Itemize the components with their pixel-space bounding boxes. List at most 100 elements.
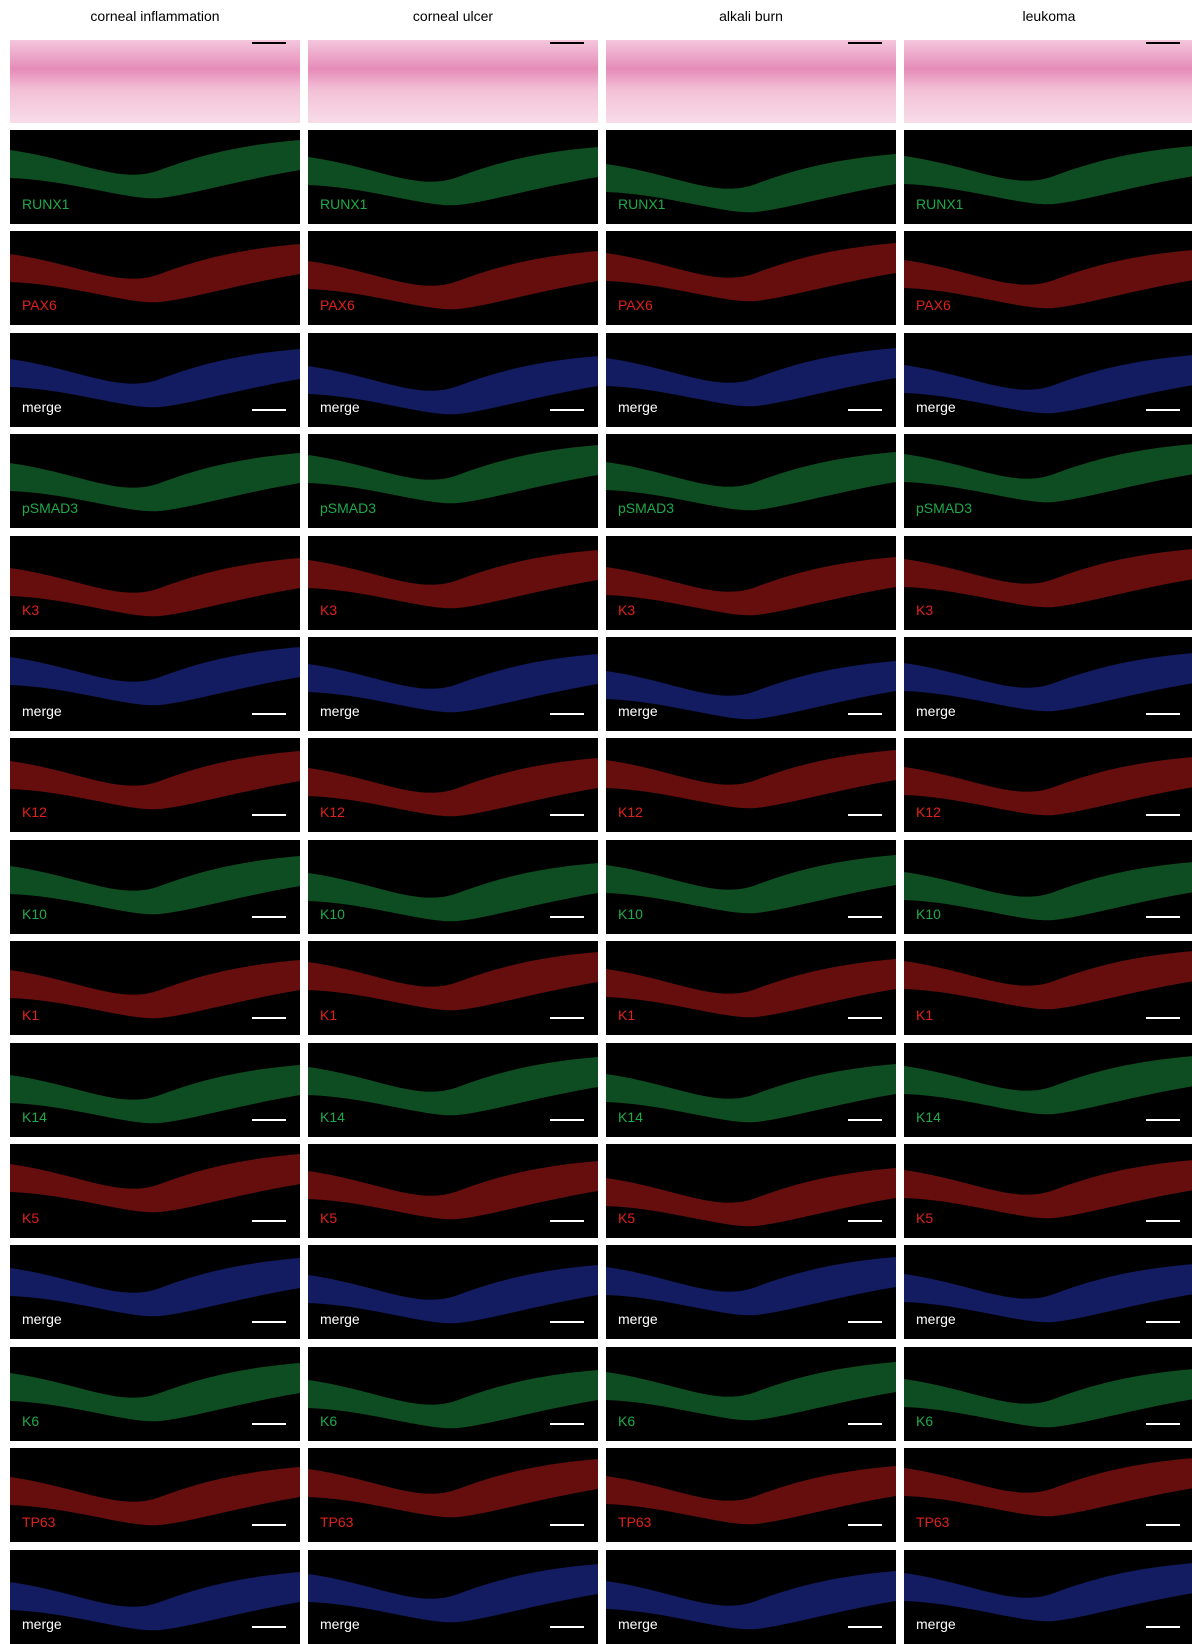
- tissue-band: [904, 653, 1192, 712]
- scale-bar: [848, 42, 882, 44]
- tissue-band: [606, 750, 896, 809]
- tissue: [308, 1056, 598, 1115]
- marker-label: pSMAD3: [618, 500, 675, 517]
- tissue-band: [606, 1257, 896, 1316]
- tissue-band: [904, 1160, 1192, 1219]
- fluorescence-panel: K6: [904, 1346, 1192, 1441]
- fluorescence-panel: K10: [10, 839, 300, 934]
- tissue: [10, 1362, 300, 1422]
- tissue: [308, 952, 598, 1011]
- tissue: [10, 1258, 300, 1317]
- tissue-band: [606, 959, 896, 1018]
- tissue-band: [10, 751, 300, 810]
- tissue-band: [308, 1161, 598, 1220]
- marker-label: merge: [916, 703, 956, 719]
- marker-label: RUNX1: [22, 196, 70, 212]
- tissue-band: [308, 147, 598, 206]
- tissue-band: [606, 854, 896, 914]
- fluorescence-panel: merge: [904, 1245, 1192, 1340]
- marker-label: TP63: [618, 1514, 652, 1531]
- tissue: [904, 354, 1192, 414]
- scale-bar: [1146, 1321, 1180, 1324]
- fluorescence-panel: K3: [308, 535, 598, 630]
- marker-label: merge: [22, 1311, 62, 1328]
- scale-bar: [848, 1017, 882, 1020]
- scale-bar: [848, 1220, 882, 1222]
- column-header: alkali burn: [719, 8, 783, 24]
- fluorescence-panel: K1: [606, 941, 896, 1036]
- marker-label: merge: [618, 1311, 658, 1328]
- scale-bar: [848, 915, 882, 918]
- tissue: [308, 147, 598, 206]
- tissue-band: [904, 250, 1192, 309]
- tissue-band: [308, 355, 598, 415]
- scale-bar: [1146, 1220, 1180, 1222]
- tissue-band: [904, 757, 1192, 816]
- fluorescence-panel: K5: [606, 1144, 896, 1238]
- he-panel: [904, 40, 1192, 123]
- fluorescence-panel: TP63: [904, 1448, 1192, 1543]
- tissue: [308, 1161, 598, 1220]
- scale-bar: [1146, 1625, 1180, 1628]
- marker-label: RUNX1: [320, 196, 368, 212]
- scale-bar: [252, 814, 286, 817]
- tissue-band: [606, 1570, 896, 1629]
- marker-label: merge: [320, 1311, 360, 1328]
- marker-label: PAX6: [320, 297, 355, 314]
- scale-bar: [550, 1625, 584, 1628]
- tissue: [904, 1458, 1192, 1517]
- scale-bar: [550, 1524, 584, 1527]
- marker-label: TP63: [916, 1514, 950, 1531]
- tissue: [308, 1459, 598, 1518]
- he-panel: [606, 40, 896, 123]
- fluorescence-panel: merge: [10, 1549, 300, 1644]
- marker-label: RUNX1: [618, 196, 666, 212]
- tissue-band: [10, 140, 300, 199]
- fluorescence-panel: PAX6: [904, 231, 1192, 326]
- fluorescence-panel: PAX6: [606, 231, 896, 326]
- marker-label: K10: [320, 905, 345, 922]
- marker-label: K5: [618, 1210, 636, 1226]
- fluorescence-panel: merge: [904, 637, 1192, 731]
- fluorescence-panel: K12: [308, 738, 598, 833]
- tissue: [904, 1264, 1192, 1323]
- marker-label: K12: [618, 804, 643, 821]
- tissue: [606, 452, 896, 511]
- marker-label: K1: [916, 1007, 934, 1024]
- tissue-band: [606, 1063, 896, 1122]
- fluorescence-panel: merge: [606, 1245, 896, 1340]
- marker-label: K6: [22, 1412, 40, 1429]
- marker-label: K1: [22, 1007, 40, 1024]
- tissue-band: [904, 861, 1192, 921]
- marker-label: merge: [618, 1615, 658, 1632]
- fluorescence-panel: K12: [606, 738, 896, 833]
- marker-label: K3: [618, 601, 636, 618]
- fluorescence-panel: K14: [308, 1042, 598, 1137]
- tissue: [606, 154, 896, 213]
- scale-bar: [848, 713, 882, 715]
- scale-bar: [550, 1422, 584, 1425]
- scale-bar: [252, 1524, 286, 1527]
- tissue: [308, 549, 598, 608]
- tissue: [10, 1064, 300, 1123]
- tissue: [308, 355, 598, 415]
- tissue: [904, 1160, 1192, 1219]
- fluorescence-panel: K1: [904, 941, 1192, 1036]
- tissue: [904, 1368, 1192, 1428]
- scale-bar: [848, 408, 882, 411]
- tissue: [606, 1570, 896, 1629]
- fluorescence-panel: merge: [308, 1549, 598, 1644]
- marker-label: K12: [22, 804, 47, 821]
- tissue: [606, 1063, 896, 1122]
- fluorescence-panel: K10: [904, 839, 1192, 934]
- tissue-band: [904, 1264, 1192, 1323]
- tissue-band: [10, 855, 300, 915]
- scale-bar: [550, 1220, 584, 1222]
- fluorescence-panel: PAX6: [308, 231, 598, 326]
- tissue-band: [308, 862, 598, 922]
- marker-label: merge: [22, 398, 62, 415]
- tissue-band: [904, 146, 1192, 205]
- he-panel: [10, 40, 300, 123]
- tissue: [10, 1571, 300, 1630]
